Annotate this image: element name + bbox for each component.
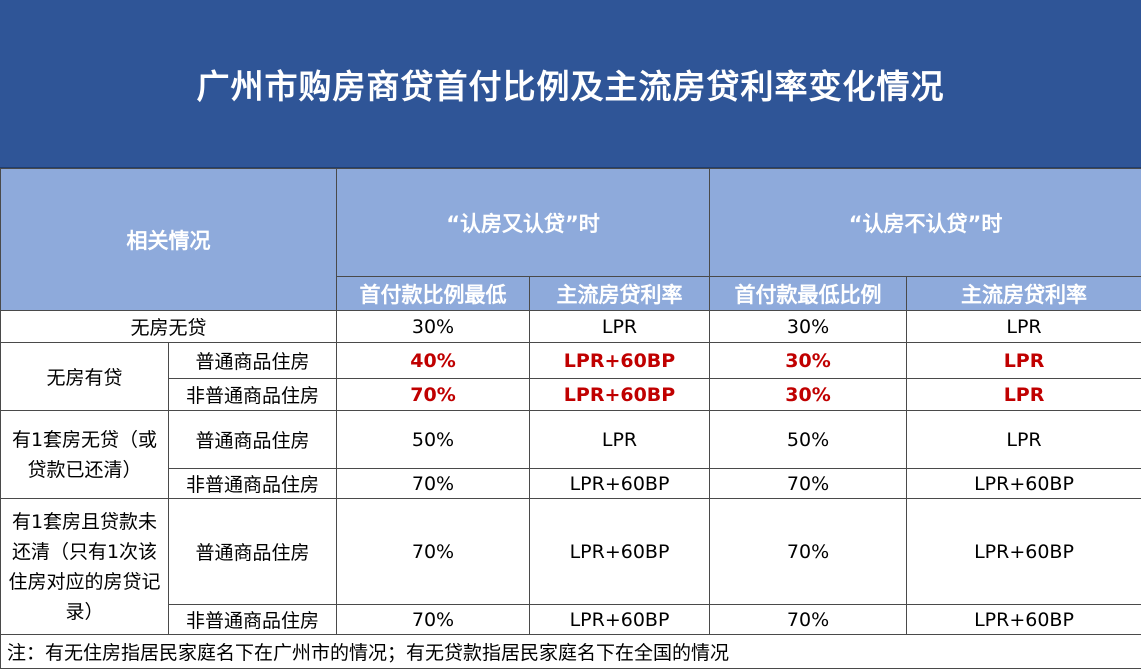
note-row: 注：有无住房指居民家庭名下在广州市的情况；有无贷款指居民家庭名下在全国的情况 xyxy=(0,634,1141,669)
header-row-2: 首付款比例最低 主流房贷利率 首付款最低比例 主流房贷利率 xyxy=(1,276,1141,311)
cell-down-b: 30% xyxy=(709,310,908,343)
table-row: 非普通商品住房 70% LPR+60BP 70% LPR+60BP xyxy=(1,604,1141,635)
header-group-b: “认房不认贷”时 xyxy=(709,168,1141,277)
cell-rate-b: LPR xyxy=(906,378,1141,411)
row-sublabel: 普通商品住房 xyxy=(168,498,337,605)
group-label-line: 录） xyxy=(65,600,104,623)
group-label: 有1套房且贷款未 还清（只有1次该 住房对应的房贷记 录） xyxy=(0,498,169,635)
table-row: 有1套房无贷（或 贷款已还清） 普通商品住房 50% LPR 50% LPR xyxy=(0,410,1141,499)
group-label-line: 有1套房无贷（或 xyxy=(11,428,158,451)
cell-rate-b: LPR+60BP xyxy=(906,468,1141,499)
cell-down-a: 70% xyxy=(336,468,530,499)
cell-rate-b: LPR xyxy=(906,310,1141,343)
cell-down-a: 70% xyxy=(336,604,530,635)
cell-down-a: 40% xyxy=(336,342,530,379)
cell-rate-b: LPR xyxy=(906,410,1141,469)
row-sublabel: 普通商品住房 xyxy=(168,342,337,379)
cell-down-a: 50% xyxy=(336,410,530,469)
group-label: 有1套房无贷（或 贷款已还清） xyxy=(0,410,169,499)
cell-down-b: 50% xyxy=(709,410,908,469)
cell-rate-a: LPR+60BP xyxy=(528,378,711,411)
cell-rate-b: LPR+60BP xyxy=(906,498,1141,605)
cell-rate-b: LPR xyxy=(906,342,1141,379)
table-row: 非普通商品住房 70% LPR+60BP 30% LPR xyxy=(1,378,1141,411)
group-label-line: 有1套房且贷款未 xyxy=(11,510,158,533)
page-title: 广州市购房商贷首付比例及主流房贷利率变化情况 xyxy=(196,66,945,106)
cell-down-b: 70% xyxy=(709,604,908,635)
policy-table: 相关情况 “认房又认贷”时 “认房不认贷”时 首付款比例最低 主流房贷利率 首付… xyxy=(0,168,1141,669)
header-rate-b: 主流房贷利率 xyxy=(906,276,1141,311)
header-group-a: “认房又认贷”时 xyxy=(335,168,711,277)
row-sublabel: 非普通商品住房 xyxy=(168,604,337,635)
header-down-b: 首付款最低比例 xyxy=(709,276,908,311)
cell-down-b: 70% xyxy=(709,468,908,499)
table-row: 无房无贷 30% LPR 30% LPR xyxy=(0,310,1141,343)
cell-rate-a: LPR xyxy=(528,410,711,469)
cell-down-b: 30% xyxy=(709,378,908,411)
cell-down-b: 70% xyxy=(709,498,908,605)
cell-rate-a: LPR xyxy=(528,310,711,343)
row-sublabel: 非普通商品住房 xyxy=(168,468,337,499)
cell-rate-a: LPR+60BP xyxy=(528,498,711,605)
group-label: 无房有贷 xyxy=(0,342,169,411)
row-sublabel: 普通商品住房 xyxy=(168,410,337,469)
cell-rate-a: LPR+60BP xyxy=(528,342,711,379)
cell-rate-b: LPR+60BP xyxy=(906,604,1141,635)
table-row: 有1套房且贷款未 还清（只有1次该 住房对应的房贷记 录） 普通商品住房 70%… xyxy=(0,498,1141,635)
group-label-line: 还清（只有1次该 xyxy=(11,540,158,563)
footnote: 注：有无住房指居民家庭名下在广州市的情况；有无贷款指居民家庭名下在全国的情况 xyxy=(0,634,1141,669)
cell-down-a: 30% xyxy=(336,310,530,343)
cell-down-b: 30% xyxy=(709,342,908,379)
cell-rate-a: LPR+60BP xyxy=(528,468,711,499)
cell-down-a: 70% xyxy=(336,498,530,605)
row-sublabel: 非普通商品住房 xyxy=(168,378,337,411)
header-down-a: 首付款比例最低 xyxy=(336,276,530,311)
cell-rate-a: LPR+60BP xyxy=(528,604,711,635)
group-label-line: 住房对应的房贷记 xyxy=(8,570,161,593)
title-banner: 广州市购房商贷首付比例及主流房贷利率变化情况 xyxy=(0,0,1141,168)
table-row: 非普通商品住房 70% LPR+60BP 70% LPR+60BP xyxy=(1,468,1141,499)
cell-down-a: 70% xyxy=(336,378,530,411)
header-row-1: 相关情况 “认房又认贷”时 “认房不认贷”时 xyxy=(0,168,1141,311)
group-label-line: 贷款已还清） xyxy=(27,458,142,481)
row-label: 无房无贷 xyxy=(0,310,337,343)
header-rate-a: 主流房贷利率 xyxy=(528,276,711,311)
header-related: 相关情况 xyxy=(0,168,337,311)
table-row: 无房有贷 普通商品住房 40% LPR+60BP 30% LPR xyxy=(0,342,1141,411)
